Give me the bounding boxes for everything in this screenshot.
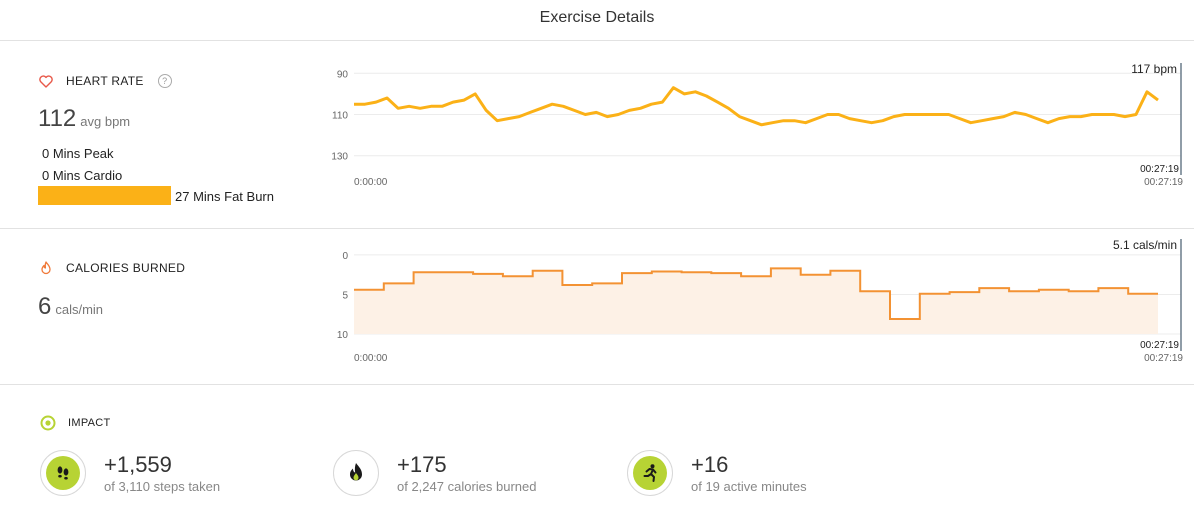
cal-time-start: 0:00:00	[354, 353, 388, 364]
calories-impact-value: +175	[397, 451, 447, 477]
page-title: Exercise Details	[0, 0, 1194, 41]
active-circle	[627, 450, 673, 496]
active-text: +16 of 19 active minutes	[691, 451, 807, 494]
steps-text: +1,559 of 3,110 steps taken	[104, 451, 221, 494]
avg-bpm-value: 112	[38, 105, 77, 132]
runner-icon	[633, 456, 667, 490]
steps-sub: of 3,110 steps taken	[104, 478, 221, 494]
active-sub: of 19 active minutes	[691, 478, 807, 494]
cal-time-end: 00:27:19	[1144, 353, 1183, 364]
calories-area	[354, 268, 1158, 334]
steps-circle	[40, 450, 86, 496]
zone-peak: 0 Mins Peak	[42, 146, 114, 161]
avg-bpm: 112 avg bpm	[38, 105, 130, 133]
heart-rate-line	[354, 86, 1159, 127]
impact-active: +16 of 19 active minutes	[627, 450, 807, 496]
y-tick-label: 5	[342, 290, 348, 301]
heart-icon	[38, 73, 54, 89]
y-tick-label: 10	[337, 330, 349, 341]
impact-calories: +175 of 2,247 calories burned	[333, 450, 536, 496]
calories-circle	[333, 450, 379, 496]
help-icon[interactable]: ?	[157, 74, 172, 88]
impact-steps: +1,559 of 3,110 steps taken	[40, 450, 220, 496]
heart-rate-chart-svg: 130 110 90 117 bpm 0:00:00 00:27:19 00:27:…	[331, 62, 1183, 188]
heart-rate-label: HEART RATE	[66, 74, 144, 88]
fat-burn-bar	[38, 186, 171, 205]
heart-rate-header: HEART RATE ?	[38, 73, 172, 89]
hr-time-end-marker: 00:27:19	[1140, 164, 1179, 175]
calories-unit: cals/min	[55, 302, 104, 317]
calories-chart[interactable]: 10 5 0 5.1 cals/min 0:00:00 00:27:19 00:27…	[330, 235, 1190, 370]
cal-current-value: 5.1 cals/min	[1113, 238, 1177, 252]
calories-chart-svg: 10 5 0 5.1 cals/min 0:00:00 00:27:19 00:27…	[337, 238, 1184, 364]
hr-time-start: 0:00:00	[354, 177, 388, 188]
calories-rate: 6 cals/min	[38, 293, 103, 321]
calories-header: CALORIES BURNED	[38, 260, 185, 276]
target-icon	[40, 415, 56, 431]
calories-impact-text: +175 of 2,247 calories burned	[397, 451, 537, 494]
active-value: +16	[691, 451, 729, 477]
heart-rate-section: HEART RATE ? 112 avg bpm 0 Mins Peak 0 Mi…	[0, 41, 1194, 229]
heart-rate-chart[interactable]: 130 110 90 117 bpm 0:00:00 00:27:19 00:27:…	[330, 59, 1190, 194]
steps-icon	[46, 456, 80, 490]
impact-section: IMPACT +1,559 of 3,110 steps taken	[0, 385, 1194, 520]
avg-bpm-unit: avg bpm	[80, 114, 131, 129]
calories-value: 6	[38, 293, 52, 320]
impact-header: IMPACT	[40, 415, 111, 431]
hr-current-value: 117 bpm	[1131, 62, 1177, 76]
y-tick-label: 90	[337, 69, 349, 80]
cal-time-end-marker: 00:27:19	[1140, 340, 1179, 351]
y-tick-label: 0	[342, 251, 348, 262]
y-tick-label: 130	[331, 152, 348, 163]
zone-cardio: 0 Mins Cardio	[42, 168, 123, 183]
impact-label: IMPACT	[68, 417, 111, 429]
steps-value: +1,559	[104, 451, 172, 477]
y-tick-label: 110	[332, 111, 348, 122]
flame-icon	[38, 260, 54, 276]
calories-line	[354, 267, 1158, 320]
zone-fat-burn: 27 Mins Fat Burn	[175, 189, 274, 204]
calories-section: CALORIES BURNED 6 cals/min 10 5 0 5.1 cals/…	[0, 229, 1194, 385]
calories-impact-sub: of 2,247 calories burned	[397, 478, 537, 494]
impact-flame-icon	[339, 456, 373, 490]
hr-time-end: 00:27:19	[1144, 177, 1183, 188]
calories-label: CALORIES BURNED	[66, 261, 186, 275]
